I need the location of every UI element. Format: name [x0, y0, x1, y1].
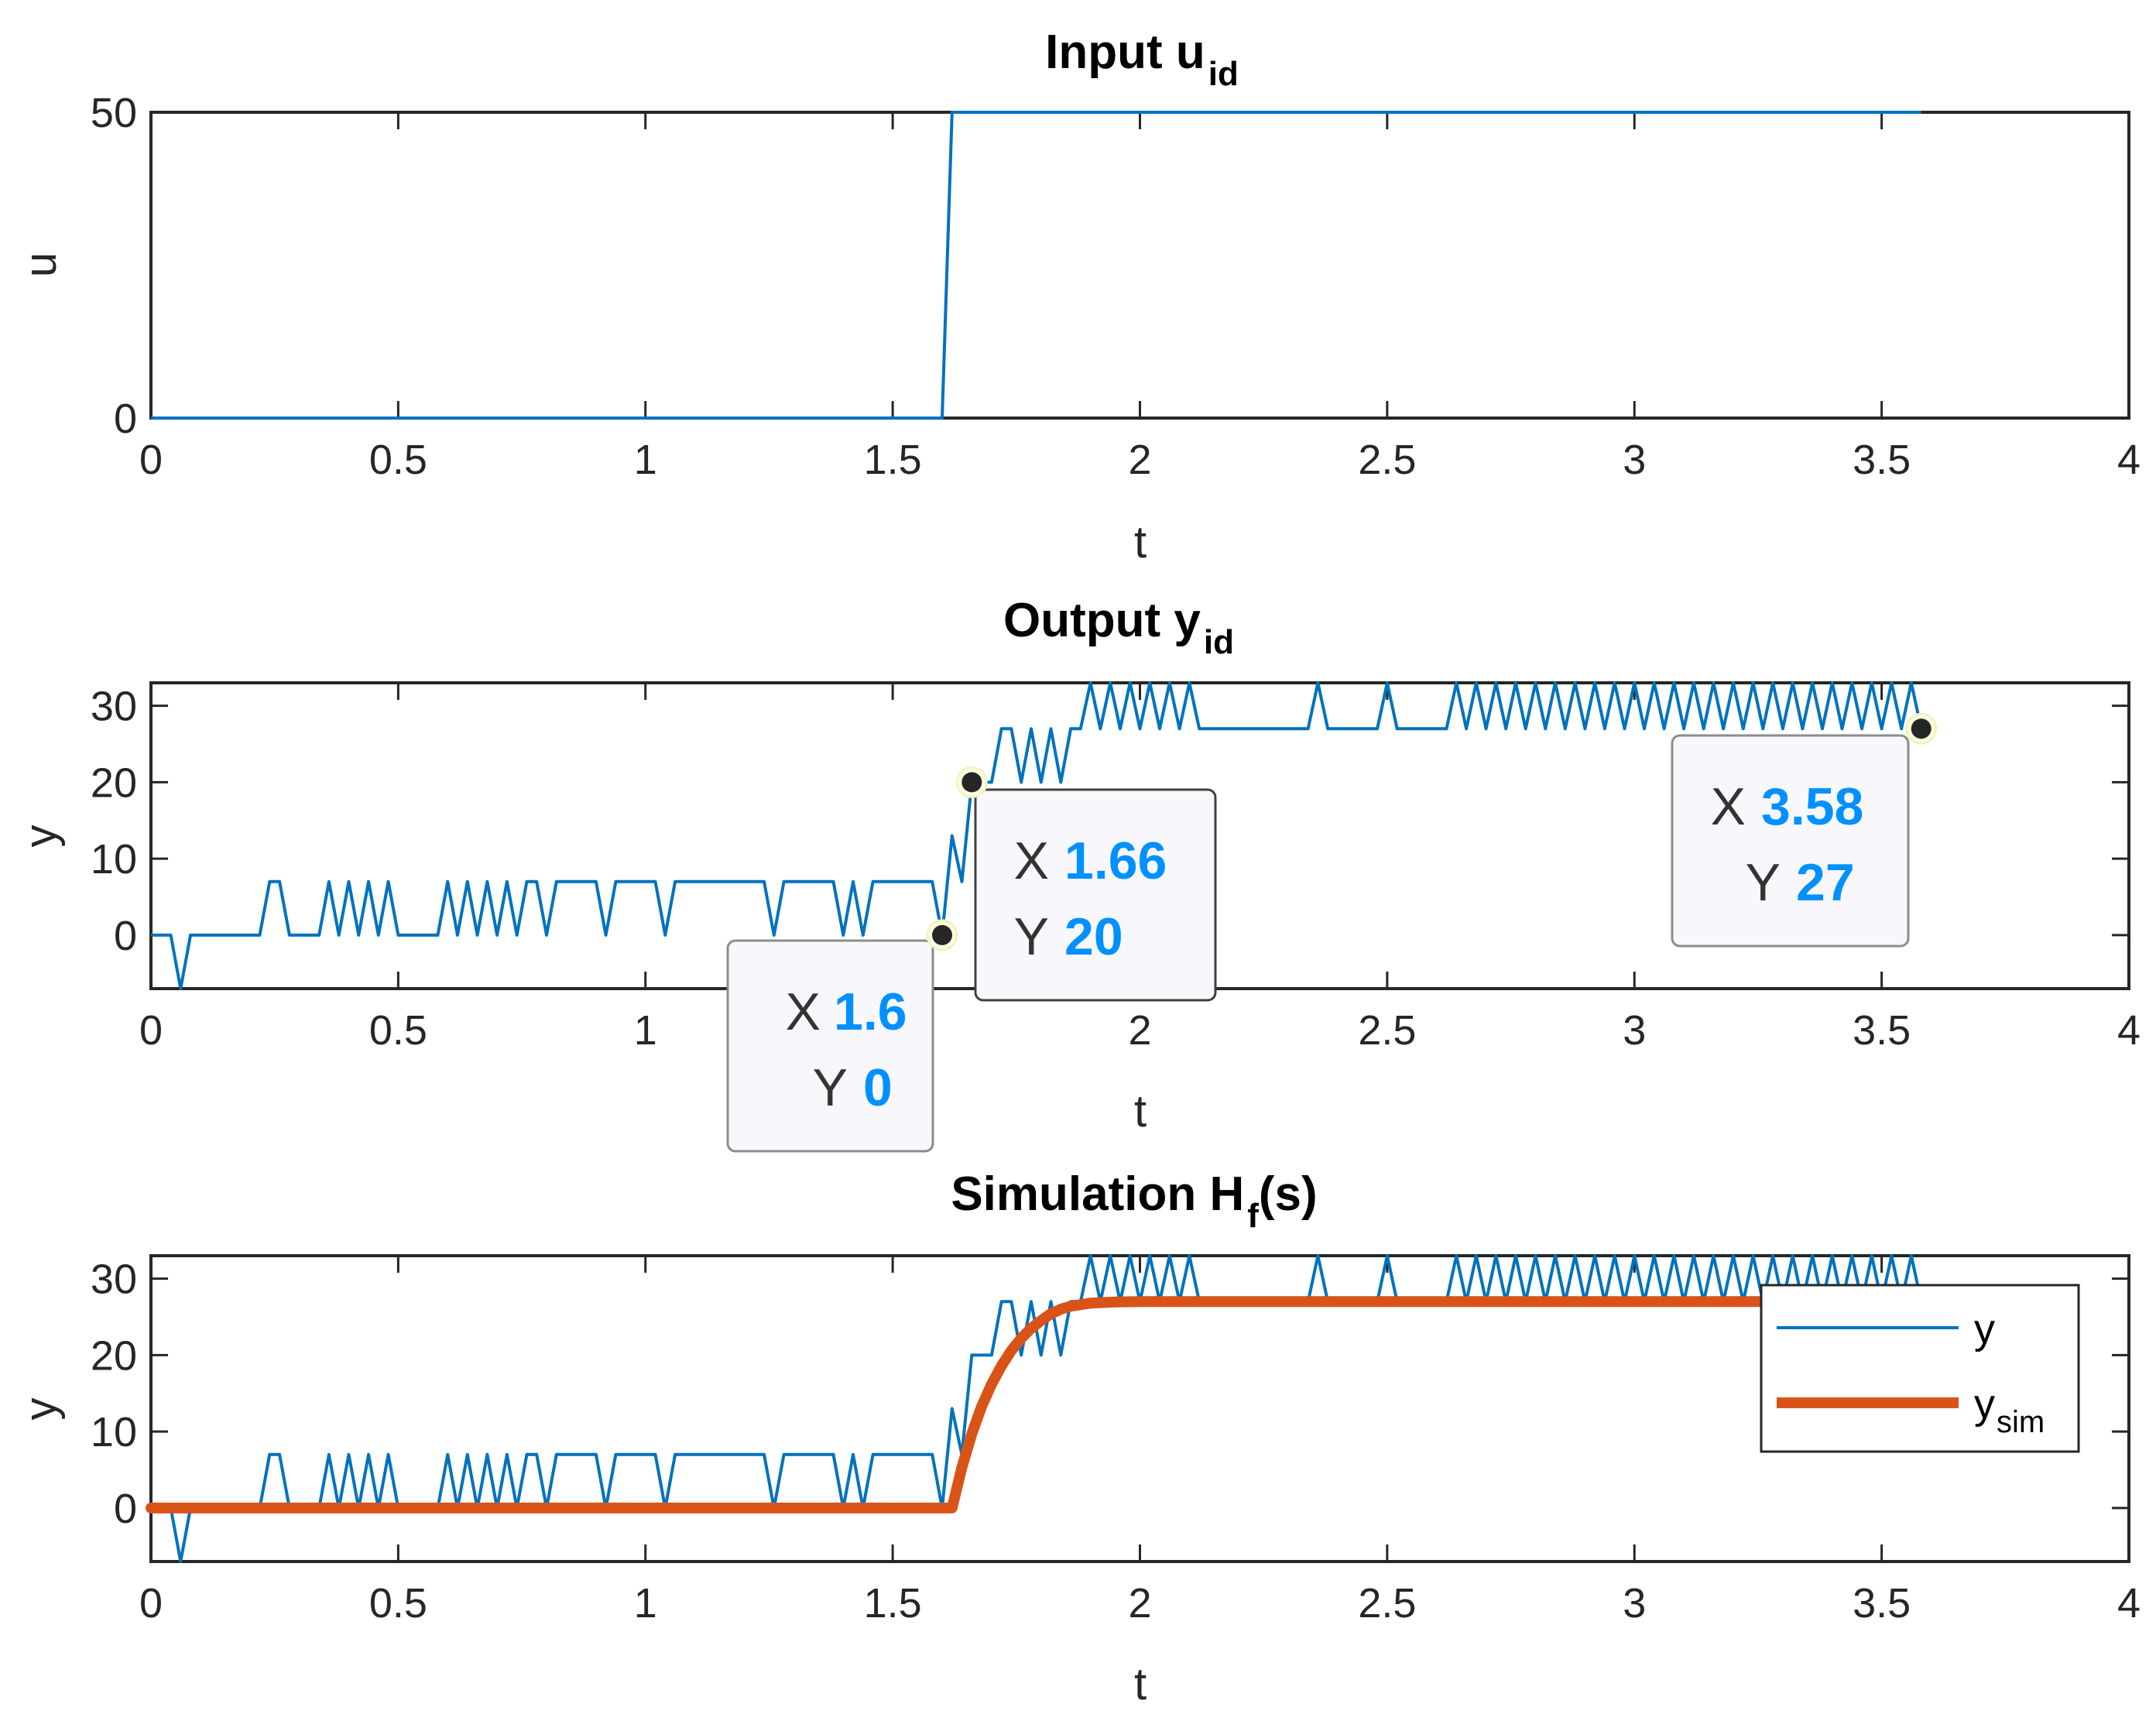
simulation-series-ysim-line [146, 1296, 1927, 1514]
simulation-xlabel: t [1134, 1659, 1147, 1709]
datatip-3-box [1671, 734, 1910, 948]
input-xtick-label-8: 4 [2117, 437, 2141, 483]
output-series [151, 681, 1923, 990]
input-title-subscript: id [1208, 55, 1239, 93]
input-xtick-label-4: 2 [1128, 437, 1151, 483]
datatip-3-marker[interactable] [1911, 718, 1931, 739]
input-series-u-line [151, 111, 1921, 420]
datatip-2-yval: 20 [1064, 907, 1123, 966]
output-ytick-label-1: 10 [91, 836, 137, 883]
output-series-y-line [151, 681, 1923, 990]
simulation-xtick-label-2: 1 [634, 1580, 657, 1627]
simulation-panel-title: Simulation Hf(s) [951, 1167, 1317, 1235]
simulation-xtick-label-1: 0.5 [369, 1580, 427, 1627]
output-xtick-label-5: 2.5 [1358, 1007, 1416, 1054]
datatip-1-marker[interactable] [932, 924, 952, 945]
datatip-3-xval: 3.58 [1761, 777, 1863, 836]
datatip-1-xval: 1.6 [834, 982, 907, 1041]
output-title-subscript: id [1204, 623, 1234, 661]
output-xtick-label-1: 0.5 [369, 1007, 427, 1054]
simulation-ytick-label-1: 10 [91, 1409, 137, 1455]
input-ytick-label-0: 0 [114, 396, 137, 442]
datatip-markers [926, 712, 1938, 951]
datatip-1-xkey: X [786, 982, 821, 1041]
datatip-3-yval: 27 [1796, 853, 1855, 912]
input-series [151, 111, 1921, 420]
output-panel-title: Output yid [1003, 594, 1234, 661]
simulation-xtick-label-7: 3.5 [1853, 1580, 1911, 1627]
simulation-ytick-label-0: 0 [114, 1486, 137, 1532]
input-xtick-label-1: 0.5 [369, 437, 427, 483]
input-xtick-label-6: 3 [1623, 437, 1646, 483]
datatip-2[interactable]: X 1.66 Y 20 [974, 788, 1217, 1002]
output-xtick-label-0: 0 [139, 1007, 163, 1054]
input-xtick-label-3: 1.5 [864, 437, 922, 483]
simulation-series [146, 1254, 1927, 1563]
datatip-1[interactable]: X 1.6 Y 0 [726, 939, 934, 1153]
simulation-xtick-label-3: 1.5 [864, 1580, 922, 1627]
input-xtick-label-7: 3.5 [1853, 437, 1911, 483]
output-xtick-label-8: 4 [2117, 1007, 2141, 1054]
simulation-ticks: 0 0.5 1 1.5 2 2.5 3 3.5 4 0 10 20 30 [91, 1256, 2141, 1627]
output-ytick-label-2: 20 [91, 759, 137, 806]
simulation-xtick-label-4: 2 [1128, 1580, 1151, 1627]
datatip-3[interactable]: X 3.58 Y 27 [1671, 734, 1910, 948]
simulation-ytick-label-3: 30 [91, 1256, 137, 1303]
input-panel-title: Input uid [1045, 26, 1239, 93]
input-xtick-label-0: 0 [139, 437, 163, 483]
input-ticks: 0 0.5 1 1.5 2 2.5 3 3.5 4 0 50 [91, 90, 2141, 483]
input-ylabel: u [15, 252, 66, 277]
simulation-ytick-label-2: 20 [91, 1332, 137, 1379]
output-ytick-label-3: 30 [91, 684, 137, 730]
datatip-1-ykey: Y [813, 1058, 848, 1117]
simulation-xtick-label-5: 2.5 [1358, 1580, 1416, 1627]
output-xtick-label-4: 2 [1128, 1007, 1151, 1054]
datatip-1-yval: 0 [863, 1058, 893, 1117]
output-xtick-label-6: 3 [1623, 1007, 1646, 1054]
datatip-2-marker[interactable] [961, 772, 982, 793]
simulation-xtick-label-6: 3 [1623, 1580, 1646, 1627]
datatips[interactable]: X 1.6 Y 0 X 1.66 Y 20 X 3.58 Y 27 [726, 712, 1938, 1153]
simulation-title-suffix: (s) [1259, 1167, 1318, 1221]
datatip-2-xkey: X [1014, 831, 1049, 890]
datatip-3-ykey: Y [1746, 853, 1781, 912]
legend-label-ysim: ysim [1974, 1381, 2045, 1439]
input-axes-box [149, 111, 2130, 420]
input-xlabel: t [1134, 517, 1147, 567]
output-xtick-label-2: 1 [634, 1007, 657, 1054]
input-xtick-label-5: 2.5 [1358, 437, 1416, 483]
legend-label-y: y [1974, 1306, 1995, 1352]
datatip-2-xval: 1.66 [1064, 831, 1167, 890]
simulation-xtick-label-0: 0 [139, 1580, 163, 1627]
output-xtick-label-7: 3.5 [1853, 1007, 1911, 1054]
datatip-3-xkey: X [1711, 777, 1746, 836]
input-ytick-label-1: 50 [91, 90, 137, 136]
input-panel: Input uid 0 0.5 1 1.5 2 2.5 3 3.5 4 0 50 t u [15, 26, 2141, 567]
output-ylabel: y [15, 825, 66, 848]
simulation-ylabel: y [15, 1398, 66, 1421]
datatip-2-ykey: Y [1014, 907, 1049, 966]
input-xtick-label-2: 1 [634, 437, 657, 483]
output-xlabel: t [1134, 1086, 1147, 1136]
simulation-panel: Simulation Hf(s) 0 0.5 1 1.5 2 2.5 3 3.5 4 0 10 20 3… [15, 1167, 2141, 1709]
datatip-1-box [726, 939, 934, 1153]
legend[interactable]: y ysim [1760, 1284, 2080, 1453]
datatip-2-box [974, 788, 1217, 1002]
legend-box [1760, 1284, 2080, 1453]
output-ytick-label-0: 0 [114, 913, 137, 959]
simulation-xtick-label-8: 4 [2117, 1580, 2141, 1627]
simulation-title-subscript: f [1247, 1197, 1259, 1235]
